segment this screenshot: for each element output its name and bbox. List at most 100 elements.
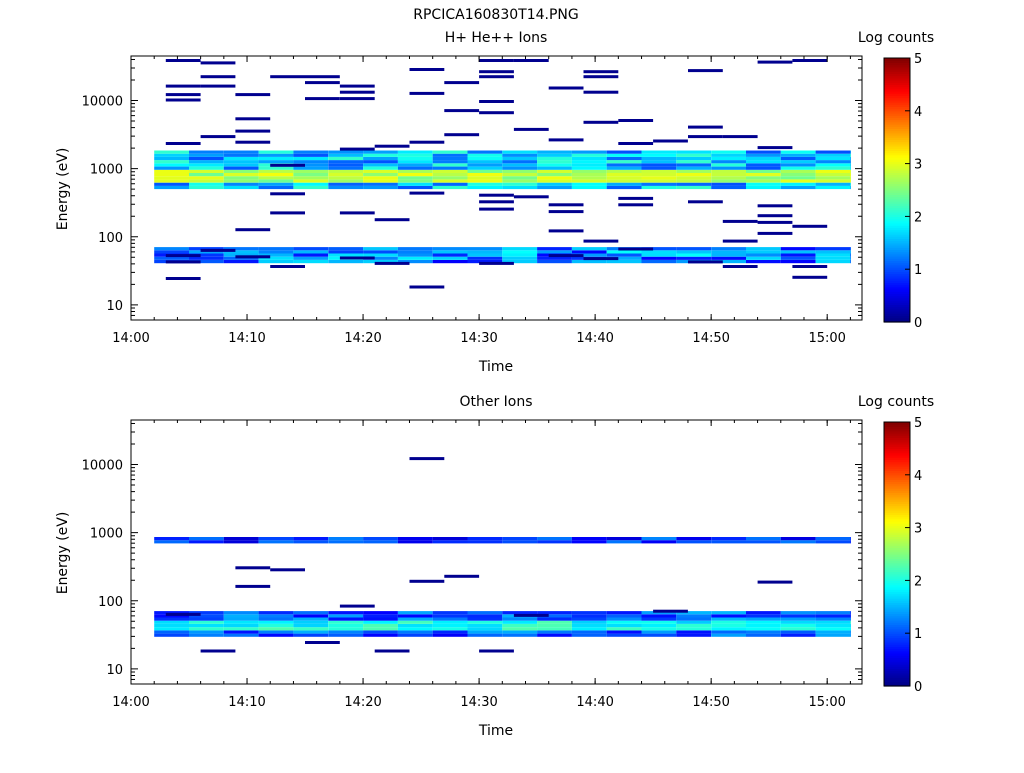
heatmap-cell <box>606 633 642 637</box>
heatmap-cell <box>189 156 224 161</box>
heatmap-cell <box>583 239 619 243</box>
heatmap-cell <box>571 630 607 634</box>
colorbar-segment <box>884 439 910 443</box>
heatmap-cell <box>780 260 816 264</box>
heatmap-cell <box>780 253 816 257</box>
heatmap-cell <box>746 630 781 634</box>
heatmap-cell <box>165 260 201 264</box>
colorbar-segment <box>884 483 910 487</box>
heatmap-cell <box>537 182 572 186</box>
heatmap-cell <box>676 617 712 621</box>
colorbar-segment <box>884 253 910 257</box>
heatmap-cell <box>154 537 189 541</box>
heatmap-cell <box>641 182 677 186</box>
heatmap-cell <box>746 614 781 618</box>
heatmap-cell <box>571 153 607 157</box>
heatmap-cell <box>502 250 538 254</box>
heatmap-cell <box>467 185 503 190</box>
colorbar-segment <box>884 595 910 599</box>
heatmap-cell <box>571 150 607 154</box>
colorbar-segment <box>884 132 910 136</box>
heatmap-cell <box>223 633 259 637</box>
colorbar-segment <box>884 317 910 321</box>
heatmap-cell <box>746 156 781 161</box>
colorbar-segment <box>884 227 910 231</box>
heatmap-cell <box>189 256 224 260</box>
heatmap-cell <box>502 160 538 164</box>
colorbar-segment <box>884 130 910 134</box>
heatmap-cell <box>258 156 294 161</box>
colorbar-segment <box>884 424 910 427</box>
heatmap-cell <box>792 265 828 268</box>
heatmap-cell <box>606 256 642 260</box>
heatmap-cell <box>606 620 642 624</box>
heatmap-cell <box>467 630 503 634</box>
y-tick-label: 10000 <box>82 95 123 110</box>
heatmap-cell <box>606 185 642 190</box>
heatmap-cell <box>502 153 538 157</box>
colorbar-segment <box>884 150 910 154</box>
y-tick-label: 10 <box>106 299 123 314</box>
heatmap-cell <box>641 537 677 541</box>
heatmap-cell <box>850 166 851 170</box>
heatmap-cell <box>711 624 746 628</box>
heatmap-cell <box>189 150 224 154</box>
heatmap-cell <box>467 260 503 264</box>
heatmap-cell <box>537 614 572 618</box>
heatmap-cell <box>223 537 259 541</box>
colorbar-segment <box>884 187 910 191</box>
heatmap-cell <box>571 617 607 621</box>
heatmap-cell <box>850 624 851 628</box>
heatmap-cell <box>502 256 538 260</box>
heatmap-cell <box>583 75 619 79</box>
heatmap-cell <box>618 247 654 251</box>
colorbar-segment <box>884 264 910 268</box>
heatmap-cell <box>780 153 816 157</box>
heatmap-cell <box>606 540 642 544</box>
heatmap-cell <box>270 265 305 268</box>
heatmap-cell <box>537 256 572 260</box>
heatmap-cell <box>780 182 816 186</box>
colorbar-segment <box>884 273 910 277</box>
colorbar-segment <box>884 675 910 678</box>
x-tick-label: 14:10 <box>228 695 265 710</box>
heatmap-cell <box>757 580 793 584</box>
colorbar-segment <box>884 245 910 248</box>
heatmap-cell <box>676 624 712 628</box>
heatmap-cell <box>189 624 224 628</box>
heatmap-cell <box>548 138 584 142</box>
heatmap-cell <box>850 620 851 624</box>
heatmap-cell <box>537 260 572 264</box>
heatmap-cell <box>815 247 851 251</box>
colorbar-segment <box>884 205 910 209</box>
heatmap-cell <box>374 218 410 222</box>
colorbar-segment <box>884 269 910 272</box>
heatmap-cell <box>815 611 851 615</box>
heatmap-cell <box>363 156 398 161</box>
heatmap-cell <box>154 627 189 631</box>
heatmap-cell <box>223 173 259 177</box>
colorbar-segment <box>884 229 910 233</box>
heatmap-cell <box>502 185 538 190</box>
colorbar-segment <box>884 139 910 143</box>
colorbar: 0 1 2 3 4 5 <box>883 416 922 695</box>
heatmap-cell <box>293 627 329 631</box>
colorbar-segment <box>884 75 910 79</box>
heatmap-cell <box>711 176 746 180</box>
heatmap-cell <box>641 176 677 180</box>
heatmap-cell <box>688 135 723 139</box>
heatmap-cell <box>293 150 329 154</box>
heatmap-cell <box>780 166 816 170</box>
colorbar-segment <box>884 260 910 264</box>
heatmap-cell <box>780 176 816 180</box>
x-axis-label: Time <box>478 723 513 739</box>
colorbar-segment <box>884 433 910 436</box>
heatmap-cell <box>467 614 503 618</box>
heatmap-cell <box>571 611 607 615</box>
heatmap-cell <box>502 537 538 541</box>
colorbar-segment <box>884 543 910 546</box>
heatmap-cell <box>432 540 468 544</box>
heatmap-cell <box>757 204 793 208</box>
heatmap-cell <box>258 537 294 541</box>
heatmap-cell <box>850 253 851 257</box>
